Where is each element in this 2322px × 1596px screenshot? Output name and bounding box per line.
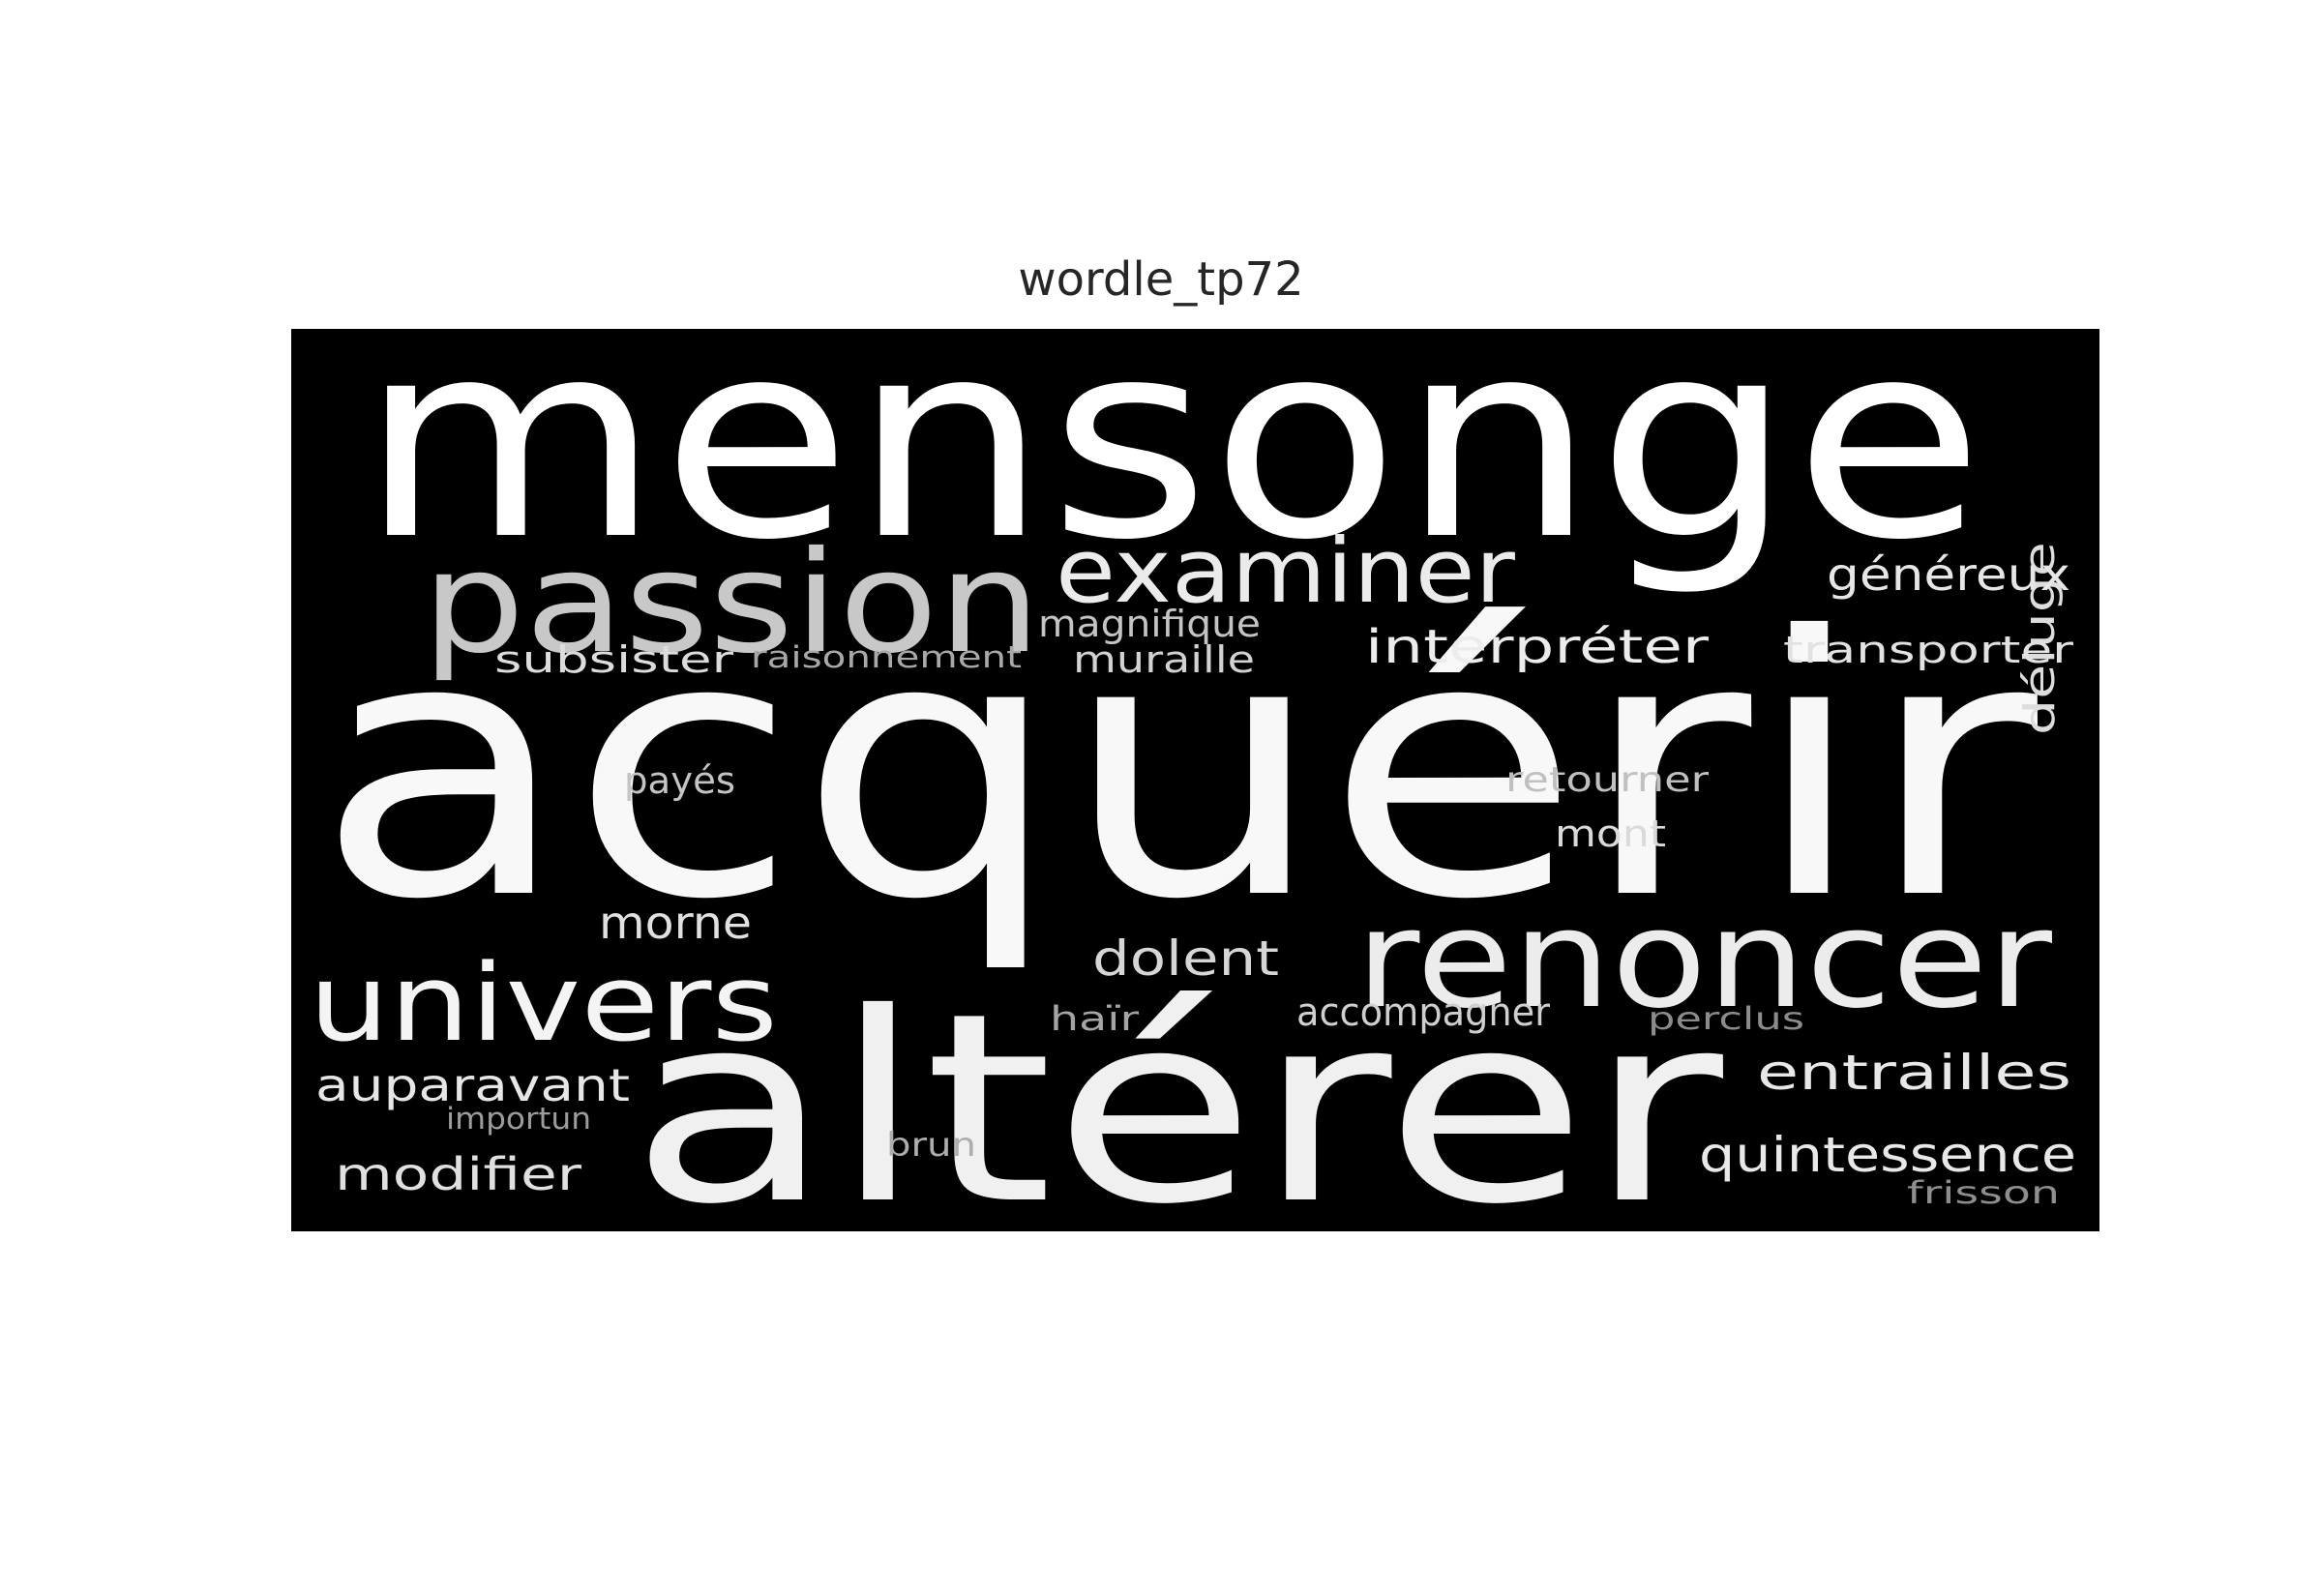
cloud-word: muraille bbox=[1073, 638, 1255, 681]
cloud-word: interpréter bbox=[1365, 620, 1709, 674]
cloud-word: accompagner bbox=[1296, 990, 1551, 1035]
cloud-word: raisonnement bbox=[751, 640, 1022, 675]
figure-title: wordle_tp72 bbox=[1018, 252, 1304, 307]
cloud-word: haïr bbox=[1050, 1000, 1140, 1039]
cloud-word: importun bbox=[446, 1102, 591, 1137]
cloud-word: frisson bbox=[1907, 1174, 2060, 1211]
cloud-word: dolent bbox=[1092, 931, 1279, 987]
cloud-word: payés bbox=[624, 759, 735, 802]
cloud-word: univers bbox=[309, 941, 778, 1065]
cloud-word: subsister bbox=[494, 638, 734, 681]
cloud-word: quintessence bbox=[1699, 1127, 2076, 1183]
cloud-word: morne bbox=[599, 897, 752, 949]
word-cloud-frame: mensonge acquérir altérer passion examiner re… bbox=[291, 329, 2099, 1231]
cloud-word: modifier bbox=[335, 1148, 581, 1200]
cloud-word: passion bbox=[422, 521, 1041, 685]
cloud-word: déluge bbox=[2015, 542, 2065, 735]
cloud-word: transporter bbox=[1783, 629, 2074, 671]
cloud-word: mensonge bbox=[359, 329, 1984, 600]
cloud-word: mont bbox=[1555, 813, 1666, 855]
cloud-word: perclus bbox=[1648, 1000, 1804, 1037]
cloud-word: examiner bbox=[1056, 519, 1515, 623]
cloud-word: auparavant bbox=[315, 1059, 630, 1111]
cloud-word: généreux bbox=[1827, 548, 2070, 601]
cloud-word: brun bbox=[886, 1126, 976, 1165]
cloud-word: magnifique bbox=[1038, 603, 1261, 645]
cloud-word: acquérir bbox=[315, 562, 2042, 978]
cloud-word: altérer bbox=[630, 957, 1727, 1231]
cloud-word: entrailles bbox=[1757, 1045, 2071, 1101]
cloud-word: retourner bbox=[1505, 760, 1709, 800]
cloud-word: renoncer bbox=[1355, 881, 2052, 1039]
